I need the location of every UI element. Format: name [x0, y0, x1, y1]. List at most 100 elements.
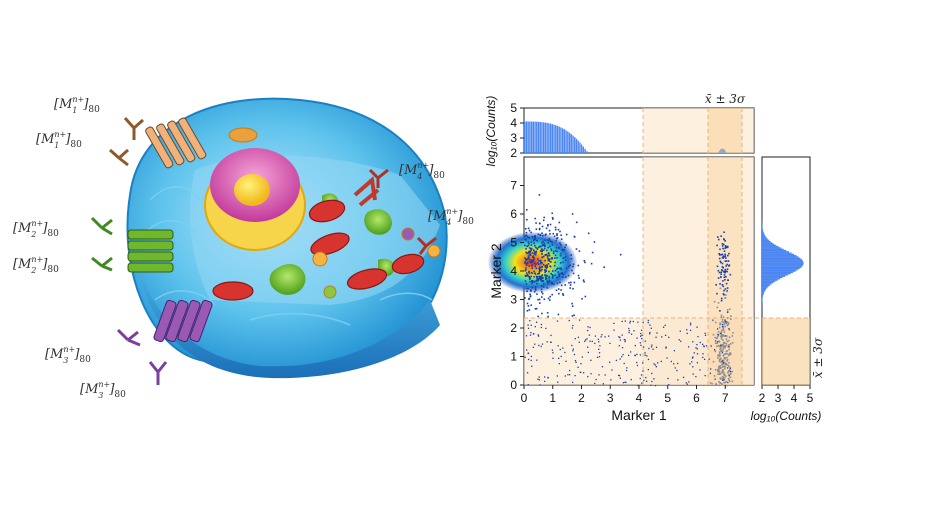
right-hist-bar [762, 272, 791, 275]
scatter-point [644, 352, 646, 354]
right-hist-bar [762, 265, 803, 267]
scatter-point [676, 362, 679, 365]
metal-label-part: n+ [446, 207, 458, 216]
scatter-point [532, 333, 535, 335]
scatter-point [556, 250, 558, 253]
scatter-point [528, 298, 530, 300]
scatter-point [525, 335, 528, 337]
scatter-point [640, 344, 642, 347]
scatter-point [560, 234, 562, 237]
scatter-point [726, 321, 729, 324]
scatter-point [549, 265, 551, 267]
scatter-point [609, 361, 611, 363]
scatter-points [487, 194, 734, 387]
antibody-m2-lower-icon [91, 256, 113, 272]
scatter-point [537, 315, 539, 318]
scatter-point [544, 244, 546, 247]
scatter-point [530, 271, 533, 274]
scatter-point [577, 336, 580, 338]
scatter-point [582, 372, 585, 374]
scatter-point [545, 233, 547, 236]
scatter-point [722, 293, 725, 295]
scatter-point [716, 328, 719, 330]
scatter-point [531, 280, 533, 282]
scatter-point [624, 381, 626, 383]
scatter-point [536, 278, 538, 280]
scatter-point [717, 277, 720, 279]
scatter-point [534, 253, 537, 256]
scatter-point [604, 374, 606, 376]
scatter-point [598, 355, 601, 358]
scatter-point [718, 372, 721, 375]
scatter-point [574, 374, 576, 377]
scatter-point [716, 244, 718, 247]
scatter-point [564, 375, 566, 377]
scatter-point [577, 274, 580, 277]
scatter-point [636, 364, 639, 367]
top-hist-bar [565, 130, 567, 153]
top-histogram-bars [524, 121, 727, 153]
scatter-point [719, 287, 722, 290]
scatter-point [619, 339, 622, 341]
scatter-point [720, 297, 723, 300]
right-hist-bar [762, 262, 804, 265]
y-tick-label: 6 [510, 207, 517, 221]
scatter-point [724, 288, 727, 290]
scatter-point [688, 381, 690, 383]
scatter-point [722, 365, 725, 368]
scatter-point [530, 355, 533, 358]
scatter-point [541, 268, 543, 271]
scatter-point [542, 263, 545, 266]
scatter-point [720, 382, 723, 385]
scatter-point [541, 250, 543, 252]
scatter-point [547, 224, 549, 227]
scatter-point [721, 325, 724, 328]
scatter-point [540, 296, 543, 298]
scatter-point [546, 282, 549, 285]
scatter-point [727, 279, 729, 282]
right-hist-bar [762, 274, 788, 276]
metal-label-part: n+ [98, 380, 110, 389]
scatter-point [541, 292, 544, 295]
metal-label-part: 4 [416, 172, 422, 181]
antibody-m4-lower-icon [416, 236, 437, 255]
right-hist-bar [762, 280, 776, 283]
top-hist-tick-label: 4 [510, 116, 517, 130]
scatter-point [721, 383, 723, 386]
scatter-point [540, 323, 543, 326]
metal-label-part: ] [82, 97, 89, 112]
scatter-point [726, 311, 729, 313]
y-tick-label: 3 [510, 293, 517, 307]
scatter-point [538, 194, 541, 196]
scatter-point [558, 275, 560, 278]
scatter-point [536, 276, 538, 279]
scatter-point [560, 267, 562, 270]
right-hist-bar [762, 267, 800, 270]
scatter-point [531, 282, 533, 285]
scatter-point [647, 319, 649, 322]
scatter-point [721, 360, 723, 362]
scatter-point [724, 320, 726, 322]
scatter-point [714, 350, 717, 353]
scatter-point [524, 257, 526, 259]
scatter-point [718, 367, 720, 370]
scatter-point [530, 249, 533, 252]
right-hist-bar [762, 287, 768, 289]
scatter-point [720, 335, 722, 338]
metal-label-part: M [17, 221, 32, 236]
scatter-point [724, 255, 727, 257]
right-hist-bar [762, 226, 763, 229]
scatter-point [531, 264, 533, 267]
scatter-point [679, 330, 681, 332]
scatter-point [529, 254, 532, 257]
scatter-point [583, 259, 586, 262]
scatter-point [722, 339, 724, 341]
scatter-point [537, 335, 540, 337]
scatter-point [550, 248, 553, 250]
scatter-point [544, 274, 546, 276]
scatter-point [724, 245, 727, 247]
scatter-point [545, 278, 547, 281]
scatter-point [560, 252, 562, 255]
lysosomes [228, 127, 441, 299]
scatter-point [641, 382, 643, 384]
